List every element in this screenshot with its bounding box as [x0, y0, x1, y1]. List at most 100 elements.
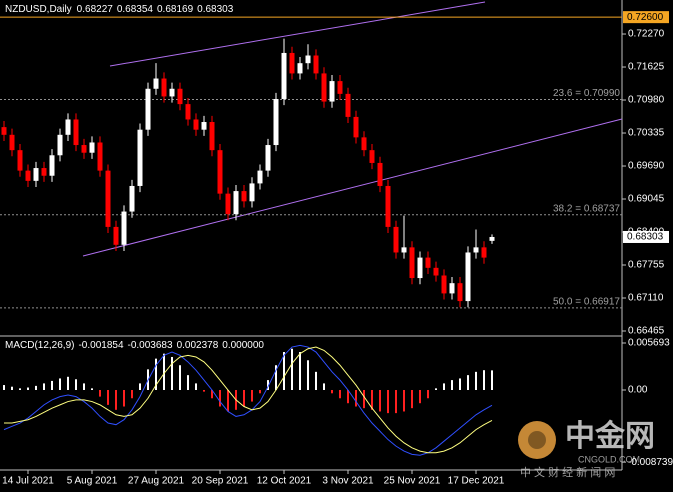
- histogram-bar: [283, 352, 285, 391]
- candle-body: [369, 150, 375, 163]
- trend-line: [109, 1, 486, 67]
- histogram-bar: [67, 376, 69, 391]
- candle-body: [49, 155, 55, 176]
- candle-body: [217, 150, 223, 194]
- histogram-bar: [299, 352, 301, 391]
- candle-body: [177, 88, 183, 105]
- open-value: 0.68227: [77, 4, 114, 15]
- histogram-bar: [491, 370, 493, 391]
- candle-body: [401, 247, 407, 253]
- candle-body: [361, 137, 367, 151]
- histogram-bar: [443, 383, 445, 391]
- histogram-bar: [483, 370, 485, 391]
- candle-body: [153, 78, 159, 89]
- watermark: 中金网 CNGOLD.COM 中 文 财 经 新 闻 网: [518, 419, 655, 479]
- candle-body: [233, 191, 239, 215]
- candle-body: [185, 104, 191, 120]
- candle-body: [281, 52, 287, 99]
- histogram-bar: [227, 390, 229, 412]
- candle-body: [161, 78, 167, 97]
- candle-body: [265, 145, 271, 171]
- y-tick-label: 0.00: [628, 385, 648, 396]
- y-tick-label: 0.67110: [628, 293, 664, 304]
- fib-label: 50.0 = 0.66917: [553, 297, 620, 308]
- y-tick-label: 0.005693: [628, 338, 670, 349]
- candle-body: [225, 193, 231, 215]
- histogram-bar: [339, 390, 341, 399]
- extra-value: 0.000000: [222, 340, 264, 351]
- candle-body: [409, 247, 415, 279]
- candle-body: [257, 170, 263, 184]
- candle-body: [25, 170, 31, 181]
- y-tick-label: 0.70335: [628, 128, 665, 139]
- candle-body: [1, 127, 7, 135]
- histogram-bar: [363, 390, 365, 409]
- candle-body: [385, 185, 391, 227]
- price-box: [623, 230, 669, 243]
- candle-body: [417, 257, 423, 279]
- histogram-bar: [331, 390, 333, 394]
- resistance-box: [623, 11, 669, 24]
- y-tick-label: -0.008739: [628, 457, 673, 468]
- candle-body: [9, 134, 15, 151]
- histogram-bar: [371, 390, 373, 410]
- histogram-bar: [155, 358, 157, 391]
- fib-label: 38.2 = 0.68737: [553, 203, 620, 214]
- x-tick-label: 3 Nov 2021: [322, 476, 374, 487]
- candle-body: [97, 142, 103, 171]
- candle-body: [473, 247, 479, 253]
- candle-body: [241, 191, 247, 202]
- y-tick-label: 0.71625: [628, 62, 665, 73]
- candle-body: [433, 267, 439, 276]
- histogram-bar: [459, 378, 461, 391]
- y-tick-label: 0.67755: [628, 260, 665, 271]
- watermark-logo: [518, 421, 556, 459]
- histogram-bar: [403, 390, 405, 412]
- price-label: 0.68303: [627, 232, 664, 243]
- histogram-bar: [355, 390, 357, 407]
- candle-body: [129, 185, 135, 212]
- histogram-bar: [307, 360, 309, 391]
- histogram-bar: [99, 390, 101, 397]
- histogram-bar: [219, 390, 221, 407]
- candle-body: [145, 88, 151, 130]
- histogram-bar: [75, 379, 77, 391]
- candle-body: [89, 142, 95, 153]
- candle-body: [17, 150, 23, 171]
- candle-body: [449, 283, 455, 294]
- candle-body: [169, 88, 175, 97]
- candle-body: [377, 162, 383, 186]
- candle-body: [297, 63, 303, 74]
- histogram-bar: [51, 380, 53, 391]
- chart-title: NZDUSD,Daily: [5, 4, 72, 15]
- histogram-bar: [395, 390, 397, 414]
- candle-body: [33, 168, 39, 181]
- histogram-bar: [203, 390, 205, 392]
- watermark-slogan: 中 文 财 经 新 闻 网: [520, 465, 615, 479]
- candle-body: [193, 119, 199, 130]
- macd-header: MACD(12,26,9) -0.001854 -0.003683 0.002378 0…: [5, 340, 264, 351]
- histogram-bar: [187, 375, 189, 391]
- histogram-bar: [291, 348, 293, 391]
- candle-body: [481, 247, 487, 258]
- chart-header: NZDUSD,Daily 0.68227 0.68354 0.68169 0.68303: [5, 4, 234, 15]
- histogram-bar: [411, 390, 413, 409]
- resistance-label: 0.72600: [627, 12, 664, 23]
- histogram-bar: [451, 380, 453, 391]
- histogram-bar: [163, 353, 165, 391]
- x-tick-label: 12 Oct 2021: [257, 476, 312, 487]
- histogram-bar: [27, 387, 29, 391]
- candle-body: [105, 170, 111, 227]
- y-tick-label: 0.72270: [628, 29, 665, 40]
- candle-body: [121, 211, 127, 245]
- histogram-bar: [267, 380, 269, 391]
- candle-body: [353, 116, 359, 138]
- histogram-bar: [243, 390, 245, 407]
- histogram-bar: [131, 390, 133, 399]
- histogram-bar: [211, 390, 213, 399]
- candle-body: [337, 81, 343, 94]
- candle-body: [329, 81, 335, 102]
- histogram-bar: [115, 390, 117, 410]
